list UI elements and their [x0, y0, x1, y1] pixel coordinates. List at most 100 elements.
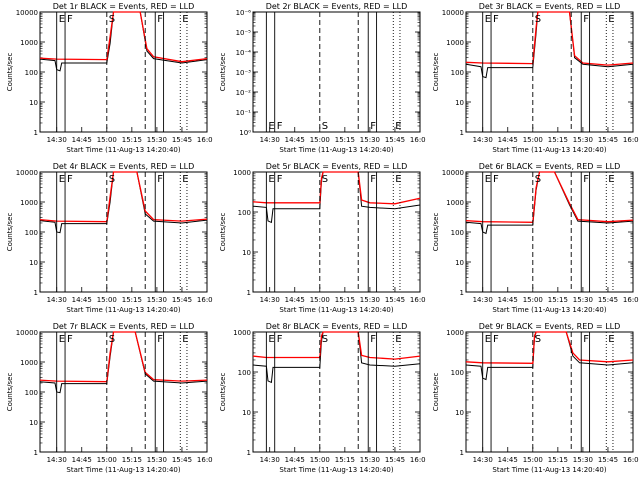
chart-svg: Det 4r BLACK = Events, RED = LLD 1 10 100 10… — [6, 162, 213, 314]
y-tick-label: 10⁻⁶ — [236, 9, 252, 17]
x-tick-label: 14:30 — [473, 136, 493, 144]
event-marker-label: E — [395, 334, 401, 345]
chart-svg: Det 2r BLACK = Events, RED = LLD 10⁰ 10⁻¹ 1… — [219, 2, 426, 154]
x-axis-label: Start Time (11-Aug-13 14:20:40) — [279, 146, 393, 154]
chart-svg: Det 8r BLACK = Events, RED = LLD 1 10 100 10… — [219, 322, 426, 474]
chart-title: Det 2r BLACK = Events, RED = LLD — [266, 2, 408, 11]
x-tick-label: 15:30 — [147, 456, 167, 464]
x-axis-label: Start Time (11-Aug-13 14:20:40) — [492, 146, 606, 154]
x-tick-label: 14:30 — [47, 296, 67, 304]
y-axis-label: Counts/sec — [432, 213, 440, 252]
x-tick-label: 14:30 — [47, 456, 67, 464]
event-marker-label: S — [535, 174, 541, 185]
y-axis-label: Counts/sec — [219, 373, 227, 412]
y-tick-label: 100 — [25, 69, 38, 77]
event-marker-label: F — [370, 334, 376, 345]
event-marker-label: E — [485, 14, 491, 25]
x-tick-label: 14:30 — [47, 136, 67, 144]
series-line-lld — [252, 171, 421, 205]
x-tick-label: 15:15 — [122, 296, 142, 304]
detector-panel: Det 2r BLACK = Events, RED = LLD 10⁰ 10⁻¹ 1… — [213, 0, 426, 160]
y-tick-label: 100 — [25, 229, 38, 237]
y-tick-label: 1 — [460, 449, 464, 457]
event-marker-label: E — [395, 121, 401, 132]
x-axis-label: Start Time (11-Aug-13 14:20:40) — [492, 306, 606, 314]
event-marker-label: S — [535, 14, 541, 25]
event-marker-label: F — [583, 14, 589, 25]
event-marker-label: S — [535, 334, 541, 345]
event-marker-label: F — [67, 14, 73, 25]
x-tick-label: 15:15 — [335, 456, 355, 464]
y-tick-label: 10⁻² — [236, 89, 252, 97]
x-axis-label: Start Time (11-Aug-13 14:20:40) — [279, 306, 393, 314]
y-tick-label: 10000 — [442, 169, 464, 177]
y-tick-label: 1000 — [233, 329, 251, 337]
event-marker-label: E — [608, 334, 614, 345]
y-tick-label: 10 — [242, 409, 251, 417]
x-tick-label: 15:15 — [548, 136, 568, 144]
y-tick-label: 100 — [238, 369, 251, 377]
y-tick-label: 1 — [34, 289, 38, 297]
y-axis-label: Counts/sec — [6, 373, 14, 412]
y-tick-label: 1 — [247, 289, 251, 297]
event-marker-label: E — [608, 14, 614, 25]
chart-title: Det 7r BLACK = Events, RED = LLD — [53, 322, 195, 331]
chart-title: Det 8r BLACK = Events, RED = LLD — [266, 322, 408, 331]
chart-svg: Det 6r BLACK = Events, RED = LLD 1 10 100 10… — [432, 162, 639, 314]
x-tick-label: 14:45 — [285, 456, 305, 464]
x-tick-label: 14:45 — [72, 136, 92, 144]
x-tick-label: 15:00 — [523, 136, 543, 144]
event-marker-label: E — [608, 174, 614, 185]
chart-svg: Det 7r BLACK = Events, RED = LLD 1 10 100 10… — [6, 322, 213, 474]
x-tick-label: 14:45 — [285, 296, 305, 304]
y-tick-label: 10000 — [16, 329, 38, 337]
event-marker-label: S — [322, 174, 328, 185]
x-tick-label: 16:00 — [623, 296, 639, 304]
x-tick-label: 16:00 — [197, 296, 213, 304]
x-tick-label: 15:45 — [385, 456, 405, 464]
detector-panel: Det 4r BLACK = Events, RED = LLD 1 10 100 10… — [0, 160, 213, 320]
x-tick-label: 14:30 — [473, 296, 493, 304]
x-axis-label: Start Time (11-Aug-13 14:20:40) — [66, 306, 180, 314]
plot-frame — [252, 171, 421, 293]
series-line-lld — [39, 11, 208, 63]
detector-panel: Det 1r BLACK = Events, RED = LLD 1 10 100 10… — [0, 0, 213, 160]
x-tick-label: 16:00 — [197, 456, 213, 464]
y-tick-label: 10 — [29, 99, 38, 107]
y-tick-label: 1 — [34, 449, 38, 457]
x-tick-label: 15:45 — [172, 296, 192, 304]
event-marker-label: F — [493, 174, 499, 185]
event-marker-label: E — [59, 14, 65, 25]
y-tick-label: 10 — [455, 259, 464, 267]
y-tick-label: 100 — [451, 369, 464, 377]
x-tick-label: 15:00 — [523, 456, 543, 464]
x-axis-label: Start Time (11-Aug-13 14:20:40) — [492, 466, 606, 474]
x-tick-label: 16:00 — [410, 456, 426, 464]
chart-title: Det 3r BLACK = Events, RED = LLD — [479, 2, 621, 11]
event-marker-label: S — [109, 14, 115, 25]
y-tick-label: 10 — [455, 409, 464, 417]
series-line-lld — [39, 331, 208, 383]
y-tick-label: 10⁰ — [239, 129, 251, 137]
x-tick-label: 14:45 — [498, 456, 518, 464]
y-tick-label: 10000 — [442, 9, 464, 17]
y-tick-label: 1 — [34, 129, 38, 137]
x-tick-label: 15:45 — [172, 456, 192, 464]
event-marker-label: F — [67, 174, 73, 185]
event-marker-label: F — [277, 174, 283, 185]
event-marker-label: F — [157, 174, 163, 185]
y-tick-label: 1 — [247, 449, 251, 457]
x-tick-label: 15:00 — [97, 136, 117, 144]
y-tick-label: 100 — [451, 229, 464, 237]
y-tick-label: 10 — [29, 419, 38, 427]
chart-title: Det 1r BLACK = Events, RED = LLD — [53, 2, 195, 11]
x-tick-label: 15:15 — [335, 296, 355, 304]
x-axis-label: Start Time (11-Aug-13 14:20:40) — [66, 466, 180, 474]
y-tick-label: 10 — [29, 259, 38, 267]
chart-svg: Det 5r BLACK = Events, RED = LLD 1 10 100 10… — [219, 162, 426, 314]
y-tick-label: 100 — [25, 389, 38, 397]
y-tick-label: 10 — [242, 249, 251, 257]
event-marker-label: F — [370, 121, 376, 132]
x-tick-label: 15:15 — [548, 456, 568, 464]
